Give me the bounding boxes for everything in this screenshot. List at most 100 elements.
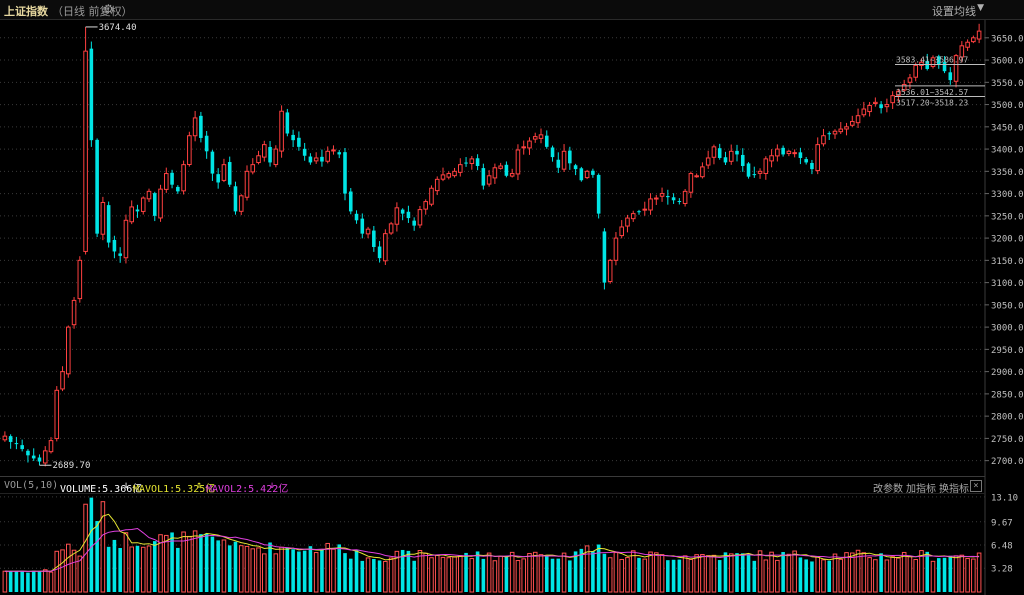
volume-bar-up — [429, 557, 434, 593]
candle-down — [879, 104, 883, 109]
candle-up — [838, 128, 844, 133]
volume-bar-up — [873, 559, 878, 593]
price-tick-label: 3000.00 — [991, 324, 1024, 334]
candle-down — [717, 148, 722, 158]
volume-bar-down — [37, 571, 42, 592]
volume-bar-up — [654, 552, 659, 593]
candle-up — [896, 90, 901, 96]
volume-bar-up — [60, 549, 65, 593]
volume-bar-down — [152, 541, 157, 592]
volume-bar-up — [613, 552, 619, 593]
candle-up — [821, 135, 826, 145]
candle-down — [591, 170, 595, 175]
volume-bar-down — [746, 554, 751, 592]
mavol2-line — [4, 527, 980, 572]
chevron-down-icon[interactable]: ▼ — [977, 3, 984, 13]
volume-bar-up — [238, 545, 244, 593]
candle-down — [360, 218, 365, 234]
volume-bar-up — [54, 550, 60, 593]
volume-bar-down — [118, 548, 122, 592]
candle-down — [152, 193, 157, 216]
volume-bar-down — [568, 560, 572, 592]
edit-params-button[interactable]: 改参数 — [873, 484, 903, 495]
candle-up — [959, 45, 965, 58]
volume-bar-up — [642, 558, 648, 593]
volume-bar-down — [948, 555, 953, 592]
volume-bar-up — [140, 546, 146, 593]
candle-down — [400, 209, 405, 214]
candle-up — [688, 173, 694, 193]
price-tick-label: 2700.00 — [991, 457, 1024, 467]
volume-bar-up — [648, 551, 653, 593]
volume-bar-down — [735, 553, 739, 592]
volume-bar-up — [48, 571, 54, 593]
price-tick-label: 2800.00 — [991, 413, 1024, 423]
volume-bar-down — [8, 571, 13, 592]
ma-setting-button[interactable]: 设置均线 — [932, 5, 976, 18]
volume-bar-up — [711, 554, 717, 593]
candle-up — [682, 190, 688, 204]
volume-bar-down — [170, 532, 174, 592]
candle-down — [464, 162, 468, 164]
gear-icon[interactable]: ⚙ — [103, 2, 114, 16]
candle-up — [48, 440, 54, 453]
candle-down — [337, 152, 342, 155]
candle-up — [244, 170, 250, 198]
volume-bar-down — [781, 552, 785, 592]
volume-bar-up — [700, 554, 705, 593]
add-indicator-button[interactable]: 加指标 — [906, 484, 936, 495]
candle-up — [913, 64, 918, 78]
volume-bar-up — [123, 532, 129, 593]
volume-bar-up — [792, 550, 797, 593]
volume-bar-down — [372, 559, 376, 592]
candle-down — [320, 156, 324, 162]
candle-up — [256, 155, 261, 164]
volume-bar-down — [377, 560, 382, 592]
candle-up — [273, 148, 279, 166]
price-tick-label: 3350.00 — [991, 168, 1024, 178]
price-tick-label: 3650.00 — [991, 34, 1024, 44]
volume-bar-down — [268, 542, 272, 592]
candle-down — [544, 135, 549, 147]
volume-bar-up — [192, 530, 198, 593]
volume-bar-down — [464, 552, 468, 592]
volume-bar-up — [498, 555, 503, 593]
volume-bar-up — [694, 554, 699, 593]
volume-bar-up — [129, 546, 134, 593]
volume-bar-up — [394, 550, 400, 593]
volume-bar-up — [527, 552, 532, 593]
candle-up — [757, 170, 763, 174]
candle-up — [66, 326, 71, 375]
volume-bar-down — [354, 550, 359, 592]
candle-down — [31, 455, 36, 459]
volume-bar-up — [901, 551, 907, 593]
candle-up — [630, 213, 636, 220]
candle-down — [176, 186, 180, 192]
volume-bar-up — [365, 557, 371, 593]
candle-up — [976, 30, 982, 40]
candle-up — [417, 209, 423, 226]
candle-up — [515, 149, 521, 175]
candle-down — [810, 162, 814, 170]
candle-up — [521, 146, 526, 149]
candle-down — [827, 133, 832, 135]
candle-down — [210, 151, 215, 174]
volume-bar-up — [769, 551, 774, 593]
volume-bar-up — [458, 555, 463, 593]
candle-up — [238, 195, 244, 212]
candle-down — [348, 191, 353, 212]
switch-indicator-button[interactable]: 换指标 — [939, 484, 969, 495]
volume-tick-label: 6.48 — [991, 541, 1013, 551]
chart-header: 上证指数 （日线 前复权） ⚙ 设置均线 ▼ — [0, 0, 1024, 20]
candle-up — [694, 175, 699, 178]
volume-bar-down — [723, 552, 728, 592]
candle-down — [118, 253, 122, 256]
volume-bar-down — [752, 560, 757, 592]
volume-bar-up — [279, 546, 284, 593]
volume-indicator-name[interactable]: VOL(5,10) — [4, 480, 59, 491]
volume-bar-up — [325, 542, 330, 593]
candle-up — [890, 95, 895, 104]
close-icon[interactable]: × — [970, 480, 982, 492]
candle-up — [77, 259, 83, 300]
